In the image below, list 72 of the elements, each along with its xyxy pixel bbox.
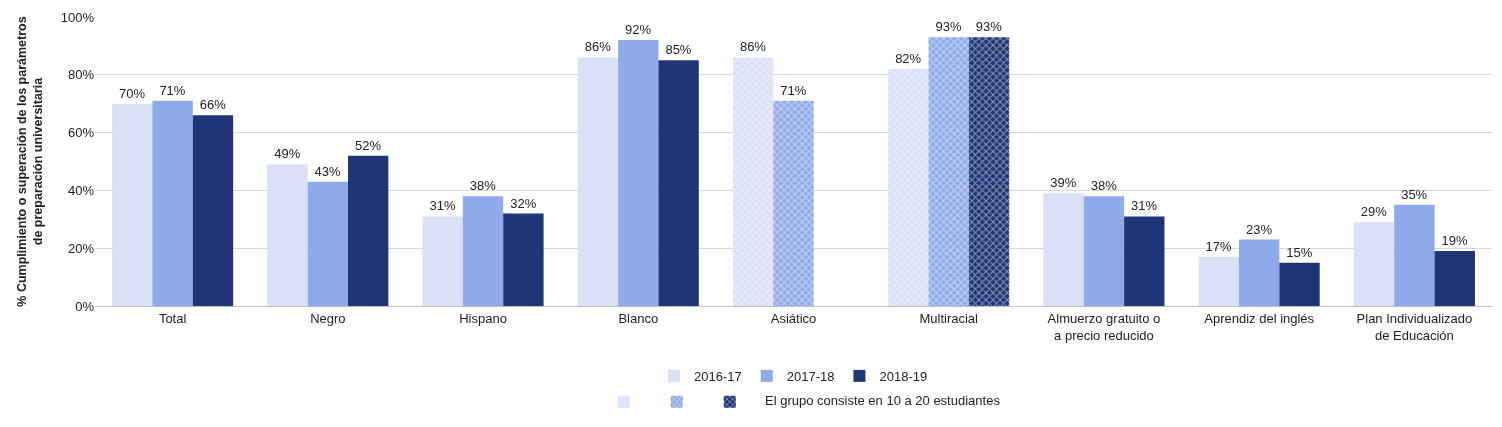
data-label: 86%	[584, 39, 612, 55]
x-tick-label: Plan Individualizado de Educación	[1356, 310, 1473, 343]
bar	[968, 37, 1010, 306]
data-label: 38%	[469, 178, 497, 194]
data-label: 70%	[119, 85, 146, 101]
bar	[1394, 204, 1435, 306]
data-label: 49%	[274, 146, 301, 162]
x-tick-label: Asiático	[770, 310, 817, 326]
data-label: 86%	[739, 39, 767, 55]
data-label: 31%	[1131, 198, 1158, 214]
bar	[192, 115, 234, 306]
bar	[1353, 222, 1395, 306]
data-label: 93%	[975, 19, 1003, 35]
data-label: 52%	[354, 137, 382, 153]
data-label: 93%	[935, 19, 962, 35]
bar	[348, 155, 389, 306]
legend-label: 2018-19	[879, 368, 928, 384]
x-tick-label: Aprendiz del inglés	[1204, 310, 1315, 326]
x-tick-label: Negro	[310, 310, 346, 326]
data-label: 43%	[314, 163, 342, 179]
bar	[422, 216, 463, 306]
data-label: 71%	[780, 82, 807, 98]
data-label: 85%	[665, 42, 692, 58]
bar	[888, 69, 929, 306]
data-label: 23%	[1245, 221, 1273, 237]
y-axis-title: % Cumplimiento o superación de los parámetros de preparación universitaria	[14, 16, 45, 307]
bar	[773, 100, 814, 306]
bar	[112, 103, 153, 306]
y-tick-label: 80%	[67, 67, 95, 83]
data-label: 19%	[1441, 233, 1468, 249]
y-tick-label: 60%	[67, 125, 95, 141]
bar	[152, 100, 193, 306]
bar	[503, 213, 544, 306]
x-tick-label: Blanco	[618, 310, 659, 326]
data-label: 15%	[1286, 244, 1313, 260]
data-label: 31%	[429, 198, 456, 214]
data-label: 39%	[1050, 175, 1077, 191]
bar	[1083, 196, 1125, 306]
x-tick-label: Total	[158, 310, 187, 326]
bar	[928, 37, 969, 306]
bar	[462, 196, 504, 306]
x-tick-label: Hispano	[459, 310, 507, 326]
data-label: 82%	[895, 51, 922, 67]
x-tick-label: Multiracial	[919, 310, 979, 326]
bar	[267, 164, 308, 306]
y-tick-label: 0%	[75, 298, 95, 314]
y-tick-label: 20%	[67, 240, 95, 256]
bar	[1198, 256, 1239, 306]
data-label: 32%	[510, 195, 537, 211]
data-label: 35%	[1401, 186, 1428, 202]
data-label: 71%	[159, 82, 186, 98]
bar	[1124, 216, 1165, 306]
bar	[1434, 251, 1475, 306]
bar	[1043, 193, 1084, 306]
legend-label: 2017-18	[786, 368, 835, 384]
bar	[658, 60, 699, 306]
bar	[732, 57, 774, 306]
bar	[618, 40, 659, 306]
text: El grupo consiste en 10 a 20 estudiantes	[765, 393, 1001, 408]
legend-label: 2016-17	[694, 368, 742, 384]
bar	[1238, 239, 1280, 306]
data-label: 92%	[625, 22, 652, 38]
bar	[307, 181, 349, 306]
data-label: 17%	[1205, 238, 1233, 254]
bar	[577, 57, 619, 306]
bar	[1279, 262, 1320, 306]
y-tick-label: 40%	[67, 182, 95, 198]
data-label: 29%	[1360, 204, 1388, 220]
data-label: 38%	[1090, 178, 1118, 194]
y-tick-label: 100%	[60, 9, 95, 25]
data-label: 66%	[199, 97, 227, 113]
x-tick-label: Almuerzo gratuito o a precio reducido	[1047, 310, 1161, 343]
